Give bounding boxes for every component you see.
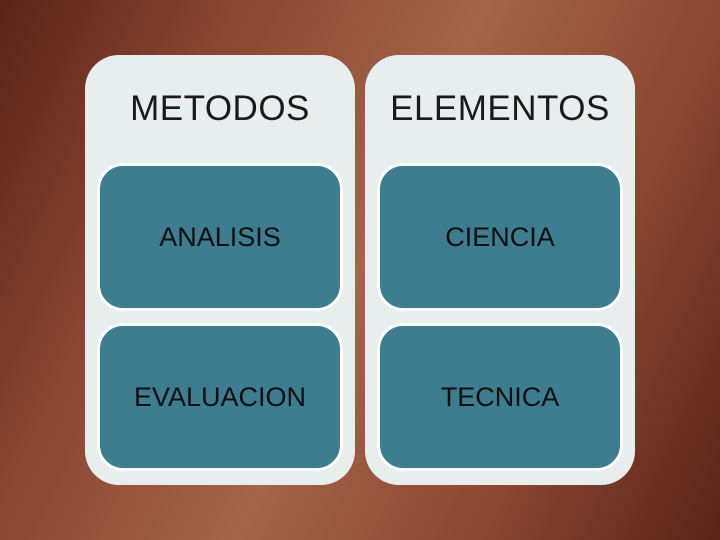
- cell-list: ANALISIS EVALUACION: [97, 163, 343, 471]
- slide: METODOS ANALISIS EVALUACION ELEMENTOS CI…: [0, 0, 720, 540]
- panel-elementos: ELEMENTOS CIENCIA TECNICA: [365, 55, 635, 485]
- cell-list: CIENCIA TECNICA: [377, 163, 623, 471]
- cell-ciencia: CIENCIA: [377, 163, 623, 311]
- panel-header: METODOS: [97, 55, 343, 163]
- cell-tecnica: TECNICA: [377, 323, 623, 471]
- panel-metodos: METODOS ANALISIS EVALUACION: [85, 55, 355, 485]
- cell-evaluacion: EVALUACION: [97, 323, 343, 471]
- cell-analisis: ANALISIS: [97, 163, 343, 311]
- columns-container: METODOS ANALISIS EVALUACION ELEMENTOS CI…: [85, 55, 635, 485]
- panel-header: ELEMENTOS: [377, 55, 623, 163]
